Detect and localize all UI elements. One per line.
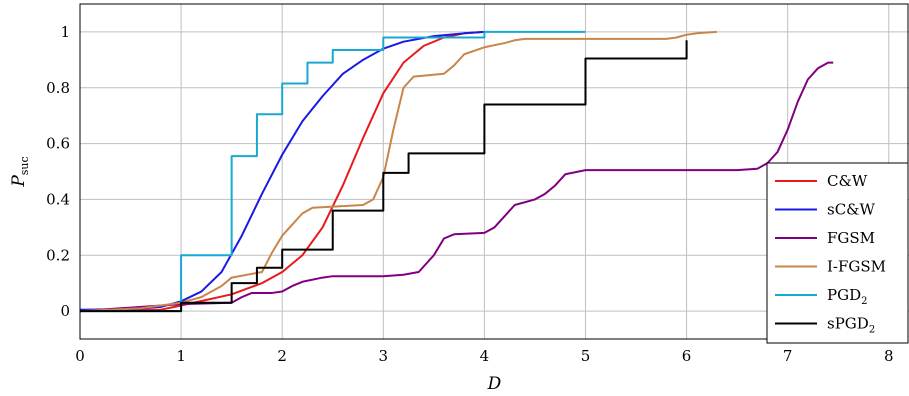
y-tick-label: 1 xyxy=(60,23,70,41)
y-tick-label: 0.8 xyxy=(46,79,70,97)
y-tick-label: 0.6 xyxy=(46,135,70,153)
series-line-i-fgsm xyxy=(79,30,717,313)
y-axis-label: Psuc xyxy=(9,156,31,187)
x-axis-label: D xyxy=(487,374,502,394)
legend-label: sC&W xyxy=(827,201,876,219)
series-line-spgd2 xyxy=(80,40,688,313)
series-line-pgd2 xyxy=(80,30,586,313)
x-tick-label: 0 xyxy=(75,347,85,365)
y-tick-label: 0 xyxy=(60,302,70,320)
x-tick-label: 2 xyxy=(277,347,287,365)
x-tick-label: 3 xyxy=(379,347,389,365)
legend-label: FGSM xyxy=(827,229,875,247)
legend: C&W sC&W FGSM I-FGSM PGD2 sPGD2 xyxy=(766,162,909,344)
y-axis-label-subscript: suc xyxy=(18,156,31,175)
legend-label: PGD2 xyxy=(827,286,867,307)
y-tick-label: 0.4 xyxy=(46,190,70,208)
x-tick-label: 6 xyxy=(682,347,692,365)
legend-box xyxy=(766,162,909,344)
legend-label: sPGD2 xyxy=(827,315,875,336)
legend-label: C&W xyxy=(827,172,868,190)
x-tick-label: 7 xyxy=(783,347,793,365)
x-tick-label: 8 xyxy=(884,347,894,365)
x-tick-label: 5 xyxy=(581,347,591,365)
tick-labels: 0 1 2 3 4 5 6 7 8 0 0.2 0.4 0.6 0.8 1 xyxy=(46,23,893,365)
series-group xyxy=(79,30,834,313)
x-tick-label: 1 xyxy=(176,347,186,365)
y-tick-label: 0.2 xyxy=(46,246,70,264)
x-tick-label: 4 xyxy=(480,347,490,365)
series-line-fgsm xyxy=(79,61,834,313)
legend-label: I-FGSM xyxy=(827,258,886,276)
